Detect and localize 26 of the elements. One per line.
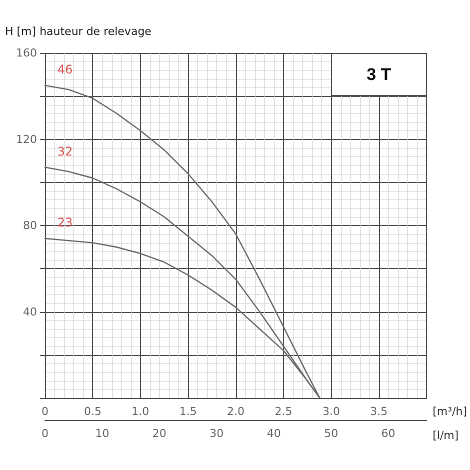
x2-tick-label: 10 <box>95 427 110 440</box>
x2-axis-title: [l/m] <box>432 429 459 442</box>
x-axis-title: [m³/h] <box>432 405 468 418</box>
y-tick-label: 80 <box>23 219 37 232</box>
x-tick-label: 1.0 <box>132 405 150 418</box>
annotation: 3 T <box>366 64 392 85</box>
y-tick-label: 40 <box>23 305 37 318</box>
x2-tick-label: 20 <box>152 427 166 440</box>
x2-tick-label: 30 <box>210 427 224 440</box>
x2-tick-label: 50 <box>324 427 338 440</box>
y-tick-label: 160 <box>16 46 37 60</box>
x-tick-label: 1.5 <box>179 405 197 418</box>
x2-tick-label: 40 <box>266 427 281 440</box>
y-axis-title: H [m] hauteur de relevage <box>5 25 152 38</box>
x2-tick-label: 60 <box>381 427 396 440</box>
x-tick-label: 2.0 <box>227 405 245 418</box>
x-tick-label: 3.5 <box>370 405 388 418</box>
caption-box: 3 T <box>331 53 427 96</box>
y-tick-label: 120 <box>16 132 37 146</box>
x-tick-label: 0.5 <box>84 405 102 418</box>
x-tick-label: 0 <box>42 405 48 418</box>
series-label: 32 <box>57 144 73 158</box>
x-tick-label: 2.5 <box>274 405 292 418</box>
x-tick-label: 3.0 <box>322 405 340 418</box>
x2-tick-label: 0 <box>42 427 48 440</box>
series-label: 46 <box>57 62 73 76</box>
